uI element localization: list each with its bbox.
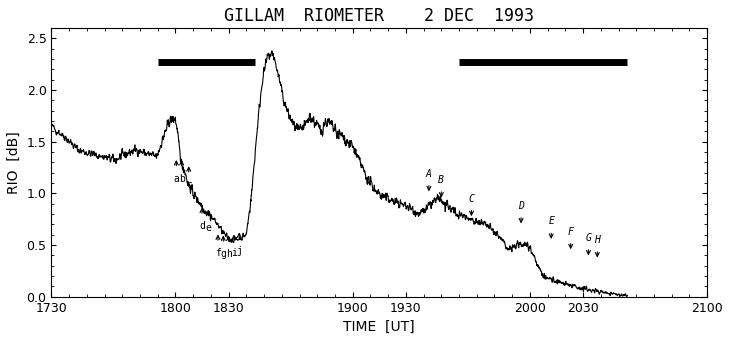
Text: E: E: [548, 216, 554, 226]
Text: e: e: [205, 223, 211, 233]
Text: i: i: [231, 248, 237, 258]
Text: G: G: [585, 233, 591, 243]
Text: C: C: [469, 194, 475, 204]
Text: F: F: [568, 227, 574, 237]
Text: a: a: [174, 174, 180, 184]
Text: h: h: [226, 249, 231, 259]
Y-axis label: RIO  [dB]: RIO [dB]: [7, 131, 21, 194]
X-axis label: TIME  [UT]: TIME [UT]: [343, 320, 415, 334]
Text: B: B: [439, 175, 445, 185]
Text: c: c: [186, 180, 192, 190]
Text: f: f: [215, 248, 221, 258]
Text: j: j: [237, 246, 242, 256]
Text: A: A: [426, 169, 432, 179]
Text: d: d: [199, 221, 205, 231]
Text: D: D: [518, 201, 524, 211]
Title: GILLAM  RIOMETER    2 DEC  1993: GILLAM RIOMETER 2 DEC 1993: [224, 7, 534, 25]
Text: b: b: [179, 174, 185, 184]
Text: H: H: [594, 235, 600, 245]
Text: g: g: [220, 249, 226, 259]
